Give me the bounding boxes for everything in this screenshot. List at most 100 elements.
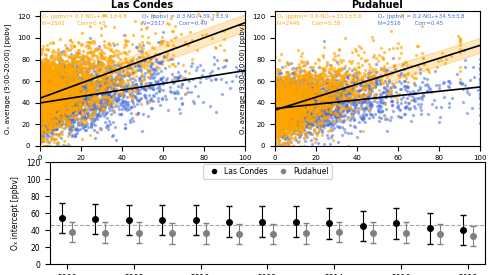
Point — [106, 58, 114, 62]
Point — [460, 87, 468, 91]
Point — [291, 127, 299, 131]
Point — [63, 103, 71, 108]
Point — [310, 101, 318, 105]
Point — [63, 59, 71, 63]
Point — [42, 111, 50, 115]
Point — [280, 110, 288, 115]
Point — [64, 84, 72, 89]
Point — [446, 81, 454, 85]
Point — [302, 77, 310, 82]
Point — [290, 95, 298, 99]
Point — [61, 87, 69, 92]
Point — [302, 103, 310, 107]
Point — [322, 81, 330, 86]
Point — [302, 92, 310, 97]
Point — [37, 128, 45, 133]
Point — [342, 90, 349, 95]
Point — [277, 95, 285, 100]
Point — [288, 94, 296, 98]
Point — [292, 117, 300, 122]
Point — [280, 95, 288, 100]
Point — [88, 75, 96, 80]
Point — [61, 98, 69, 103]
Point — [302, 87, 310, 91]
Point — [54, 75, 62, 79]
Point — [52, 72, 60, 77]
Point — [46, 92, 54, 96]
Point — [332, 72, 340, 76]
Point — [282, 130, 290, 134]
Point — [102, 70, 110, 74]
Point — [64, 66, 72, 70]
Point — [300, 93, 308, 98]
Point — [290, 120, 298, 124]
Point — [64, 144, 72, 148]
Point — [106, 54, 114, 58]
Point — [47, 88, 55, 92]
Point — [37, 128, 45, 132]
Point — [310, 69, 318, 74]
Point — [86, 91, 94, 95]
Point — [300, 104, 308, 109]
Point — [80, 78, 88, 82]
Point — [312, 107, 320, 111]
Point — [302, 116, 310, 120]
Point — [40, 117, 48, 121]
Point — [345, 82, 353, 87]
Point — [40, 89, 48, 94]
Point — [48, 91, 56, 96]
Point — [275, 144, 283, 148]
Point — [48, 82, 56, 86]
Point — [43, 114, 51, 119]
Point — [51, 89, 59, 93]
Point — [116, 92, 124, 96]
Point — [69, 79, 77, 83]
Point — [106, 79, 114, 84]
Point — [47, 113, 55, 117]
Point — [342, 79, 349, 83]
Point — [97, 48, 105, 52]
Point — [66, 120, 74, 125]
Point — [273, 93, 281, 98]
Point — [292, 114, 300, 118]
Point — [393, 105, 401, 109]
Point — [304, 84, 312, 89]
Point — [72, 92, 80, 97]
Point — [98, 54, 106, 59]
Point — [318, 93, 326, 97]
Point — [296, 105, 304, 109]
Point — [50, 87, 58, 92]
Point — [290, 106, 298, 111]
Point — [276, 100, 283, 104]
Point — [282, 97, 290, 102]
Point — [282, 106, 290, 111]
Point — [302, 70, 310, 74]
Point — [152, 52, 160, 57]
Point — [298, 98, 306, 102]
Point — [144, 75, 152, 80]
Point — [274, 110, 282, 115]
Point — [40, 63, 48, 67]
Point — [106, 54, 114, 58]
Point — [291, 109, 299, 113]
Point — [90, 108, 98, 112]
Point — [149, 99, 157, 103]
Point — [314, 92, 322, 96]
Point — [274, 116, 282, 120]
Point — [54, 98, 62, 103]
Point — [66, 89, 74, 94]
Point — [86, 79, 94, 84]
Point — [326, 73, 334, 77]
Point — [308, 94, 316, 98]
Point — [52, 105, 60, 109]
Point — [289, 90, 297, 95]
Point — [44, 81, 52, 86]
Point — [285, 85, 293, 90]
Point — [292, 108, 300, 112]
Point — [354, 90, 362, 95]
Point — [57, 84, 65, 88]
Point — [46, 67, 54, 71]
Point — [50, 82, 58, 87]
Point — [38, 101, 46, 105]
Point — [36, 109, 44, 114]
